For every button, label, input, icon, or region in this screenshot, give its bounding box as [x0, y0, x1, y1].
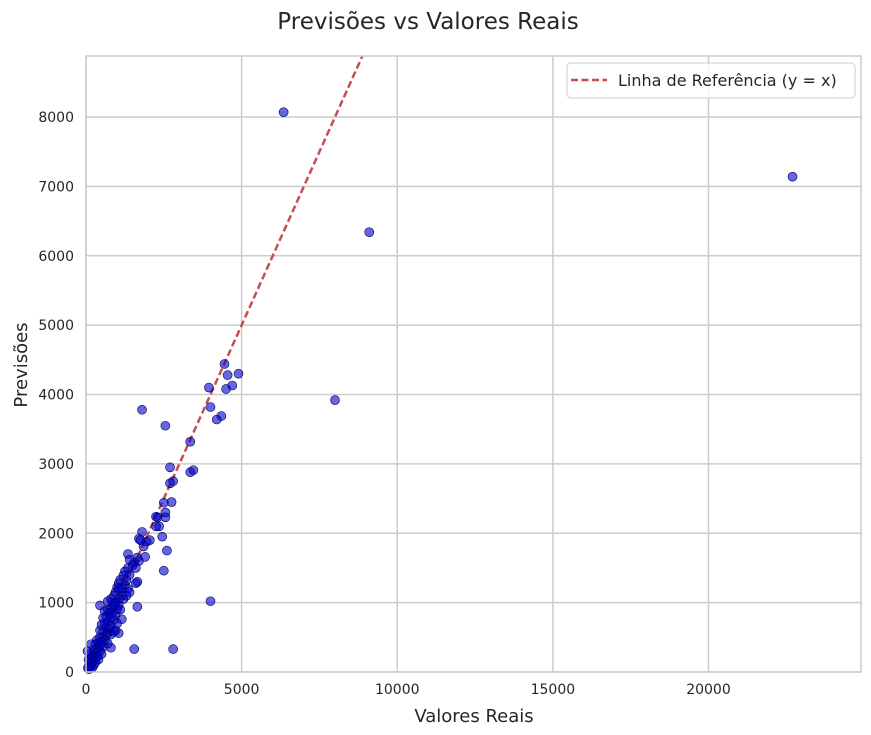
data-point	[204, 382, 214, 393]
data-point	[211, 414, 222, 425]
y-tick-label: 7000	[38, 179, 74, 195]
x-tick-label: 5000	[224, 682, 260, 698]
data-point	[135, 535, 146, 545]
data-point	[137, 404, 147, 415]
y-tick-label: 4000	[38, 388, 74, 404]
data-point	[185, 436, 196, 447]
x-axis-label: Valores Reais	[414, 706, 533, 727]
data-point	[130, 563, 141, 573]
y-tick-label: 8000	[38, 110, 74, 126]
y-tick-label: 0	[65, 665, 74, 681]
y-tick-label: 5000	[38, 318, 74, 334]
data-point	[124, 570, 135, 580]
data-point	[145, 535, 155, 545]
data-point	[162, 545, 172, 556]
plot-frame	[85, 55, 862, 673]
data-point	[330, 395, 340, 405]
data-point	[219, 359, 230, 369]
grid	[85, 56, 861, 673]
data-point	[132, 577, 143, 587]
data-point	[132, 601, 143, 612]
data-point	[222, 370, 233, 380]
data-point	[159, 565, 169, 576]
y-tick-label: 2000	[38, 526, 74, 542]
data-point	[160, 420, 171, 431]
data-point	[118, 594, 129, 604]
data-point	[205, 596, 216, 607]
y-tick-label: 3000	[38, 457, 74, 473]
data-point	[86, 639, 96, 650]
plot-border	[85, 55, 862, 673]
data-point	[159, 497, 169, 508]
data-point	[129, 644, 140, 654]
legend-box	[566, 62, 856, 99]
data-point	[151, 511, 161, 522]
data-point	[106, 642, 116, 653]
data-point	[154, 521, 164, 532]
data-point	[364, 227, 375, 237]
data-point	[233, 368, 244, 379]
data-point	[185, 467, 196, 478]
data-point	[165, 462, 175, 473]
data-point	[157, 531, 168, 542]
data-point	[787, 171, 798, 182]
data-points	[82, 107, 798, 675]
y-tick-label: 6000	[38, 249, 74, 265]
y-tick-label: 1000	[38, 596, 74, 612]
tick-labels: 0 5000 10000 15000 20000 0 1000 2000 3000 4000 500…	[38, 110, 730, 698]
chart-title: Previsões vs Valores Reais	[277, 9, 578, 35]
x-tick-label: 20000	[686, 682, 731, 698]
legend: Linha de Referência (y = x)	[566, 62, 856, 99]
x-tick-label: 15000	[531, 682, 576, 698]
data-point	[278, 107, 289, 117]
legend-label-reference-line: Linha de Referência (y = x)	[618, 71, 837, 90]
data-point	[205, 402, 216, 412]
x-tick-label: 10000	[375, 682, 420, 698]
data-point	[221, 384, 231, 394]
data-point	[165, 478, 175, 489]
x-tick-label: 0	[82, 682, 91, 698]
y-axis-label: Previsões	[11, 322, 32, 407]
data-point	[95, 600, 105, 611]
data-point	[168, 644, 178, 654]
data-point	[113, 583, 124, 594]
